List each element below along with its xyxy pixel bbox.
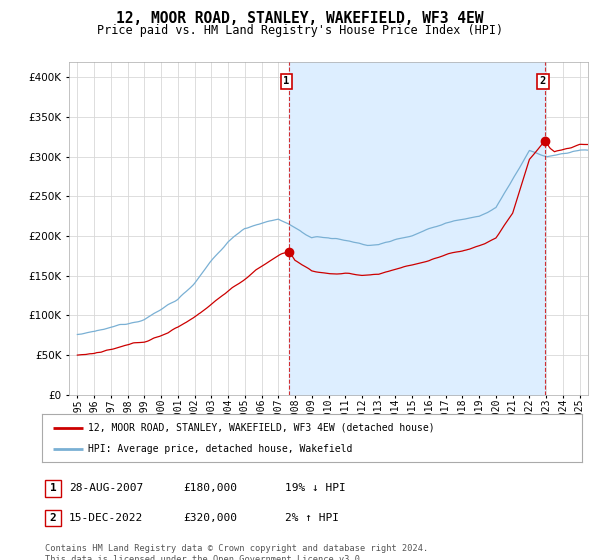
Text: 1: 1: [283, 76, 290, 86]
Text: HPI: Average price, detached house, Wakefield: HPI: Average price, detached house, Wake…: [88, 444, 352, 454]
Text: 2% ↑ HPI: 2% ↑ HPI: [285, 513, 339, 523]
Text: 1: 1: [50, 483, 56, 493]
Text: 12, MOOR ROAD, STANLEY, WAKEFIELD, WF3 4EW (detached house): 12, MOOR ROAD, STANLEY, WAKEFIELD, WF3 4…: [88, 423, 434, 433]
Text: 2: 2: [540, 76, 546, 86]
Text: 2: 2: [50, 513, 56, 523]
Text: 15-DEC-2022: 15-DEC-2022: [69, 513, 143, 523]
Text: 28-AUG-2007: 28-AUG-2007: [69, 483, 143, 493]
Text: £180,000: £180,000: [183, 483, 237, 493]
Text: Contains HM Land Registry data © Crown copyright and database right 2024.
This d: Contains HM Land Registry data © Crown c…: [45, 544, 428, 560]
Text: 12, MOOR ROAD, STANLEY, WAKEFIELD, WF3 4EW: 12, MOOR ROAD, STANLEY, WAKEFIELD, WF3 4…: [116, 11, 484, 26]
Text: £320,000: £320,000: [183, 513, 237, 523]
Text: Price paid vs. HM Land Registry's House Price Index (HPI): Price paid vs. HM Land Registry's House …: [97, 24, 503, 37]
Text: 19% ↓ HPI: 19% ↓ HPI: [285, 483, 346, 493]
